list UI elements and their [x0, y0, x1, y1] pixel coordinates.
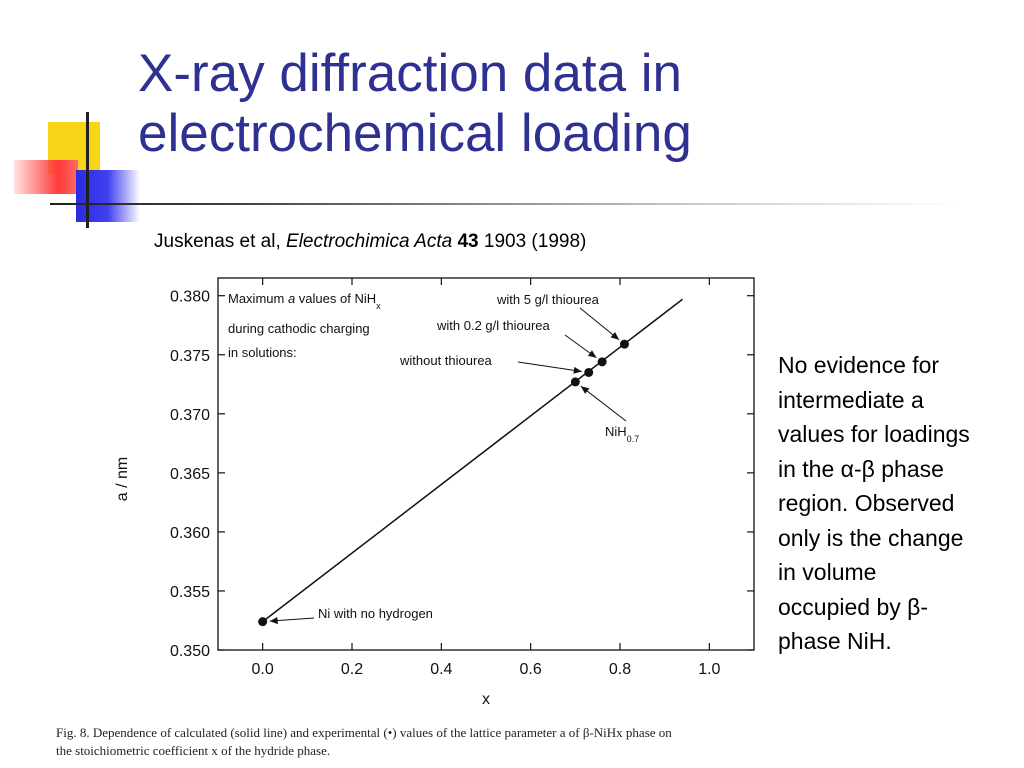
data-point: [258, 617, 268, 627]
legend-subscript-x: x: [376, 301, 381, 311]
x-tick-label: 0.8: [609, 661, 631, 678]
x-tick-label: 0.6: [520, 661, 542, 678]
x-axis-ticks: 0.0 0.2 0.4 0.6 0.8 1.0: [252, 278, 721, 678]
x-tick-label: 0.2: [341, 661, 363, 678]
note-line: in the α-β phase: [778, 455, 944, 482]
y-tick-label: 0.350: [170, 643, 210, 660]
x-tick-label: 0.0: [252, 661, 274, 678]
calculated-line: [262, 298, 683, 623]
data-point: [619, 339, 629, 349]
deco-red-square: [14, 160, 78, 194]
legend-line-2: during cathodic charging: [228, 321, 370, 336]
annotation-arrowhead: [573, 366, 582, 374]
annotation-arrowhead: [610, 331, 620, 340]
annotation-label: Ni with no hydrogen: [318, 606, 433, 621]
x-axis-label: x: [482, 691, 490, 708]
series-layer: [258, 298, 683, 627]
data-point: [597, 357, 607, 367]
y-tick-label: 0.355: [170, 584, 210, 601]
slide-title-line-1: X-ray diffraction data in: [138, 44, 683, 103]
note-line: only is the change: [778, 524, 964, 551]
citation-journal: Electrochimica Acta: [286, 231, 453, 252]
data-point: [584, 367, 594, 377]
title-underline: [50, 203, 960, 205]
slide-title: X-ray diffraction data in electrochemica…: [138, 44, 692, 164]
annotation-arrow: [580, 385, 627, 422]
note-line: values for loadings: [778, 421, 970, 447]
caption-line-2: the stoichiometric coefficient x of the …: [56, 743, 331, 758]
citation-volume: 43: [457, 231, 479, 252]
y-tick-label: 0.370: [170, 407, 210, 424]
annotation-arrowhead: [580, 386, 590, 394]
note-line: intermediate a: [778, 386, 924, 413]
caption-line-1: Fig. 8. Dependence of calculated (solid …: [56, 725, 672, 740]
legend-italic-a: a: [288, 291, 295, 306]
annotation-label: with 5 g/l thiourea: [496, 292, 600, 307]
y-tick-label: 0.375: [170, 348, 210, 365]
annotation-label: with 0.2 g/l thiourea: [436, 318, 551, 333]
annotation-layer: with 5 g/l thiourea with 0.2 g/l thiourea…: [269, 292, 639, 625]
note-line: occupied by β-: [778, 593, 929, 620]
annotation-label: NiH0.7: [605, 424, 639, 444]
legend-line-1b: values of NiH: [295, 291, 376, 306]
note-line: region. Observed: [778, 490, 955, 516]
annotation-arrowhead: [269, 617, 278, 625]
annotation-arrowhead: [587, 350, 597, 358]
legend-line-1: Maximum: [228, 291, 288, 306]
side-note: No evidence for intermediate a values fo…: [778, 348, 1018, 659]
y-tick-label: 0.360: [170, 525, 210, 542]
y-axis-ticks: 0.350 0.355 0.360 0.365 0.370 0.375 0.380: [170, 289, 754, 660]
slide-title-line-2: electrochemical loading: [138, 104, 692, 163]
data-point: [570, 377, 580, 387]
y-axis-label: a / nm: [114, 457, 131, 501]
note-line: in volume: [778, 559, 877, 585]
y-tick-label: 0.380: [170, 289, 210, 306]
chart-legend-text: Maximum a values of NiHx during cathodic…: [228, 291, 381, 360]
x-tick-label: 1.0: [698, 661, 720, 678]
note-line: phase NiH.: [778, 628, 892, 654]
annotation-arrow: [579, 307, 620, 341]
figure-caption: Fig. 8. Dependence of calculated (solid …: [56, 724, 836, 760]
plot-frame: [217, 277, 755, 651]
citation-pages-year: 1903 (1998): [478, 231, 587, 252]
citation: Juskenas et al, Electrochimica Acta 43 1…: [154, 231, 586, 253]
y-tick-label: 0.365: [170, 466, 210, 483]
annotation-arrow: [517, 361, 582, 372]
svg-text:Maximum a values of NiHx: Maximum a values of NiHx: [228, 291, 381, 311]
legend-line-3: in solutions:: [228, 345, 297, 360]
x-tick-label: 0.4: [430, 661, 452, 678]
deco-vertical-line: [86, 112, 89, 228]
annotation-label: without thiourea: [399, 353, 493, 368]
note-line: No evidence for: [778, 352, 940, 378]
citation-authors: Juskenas et al,: [154, 231, 287, 252]
